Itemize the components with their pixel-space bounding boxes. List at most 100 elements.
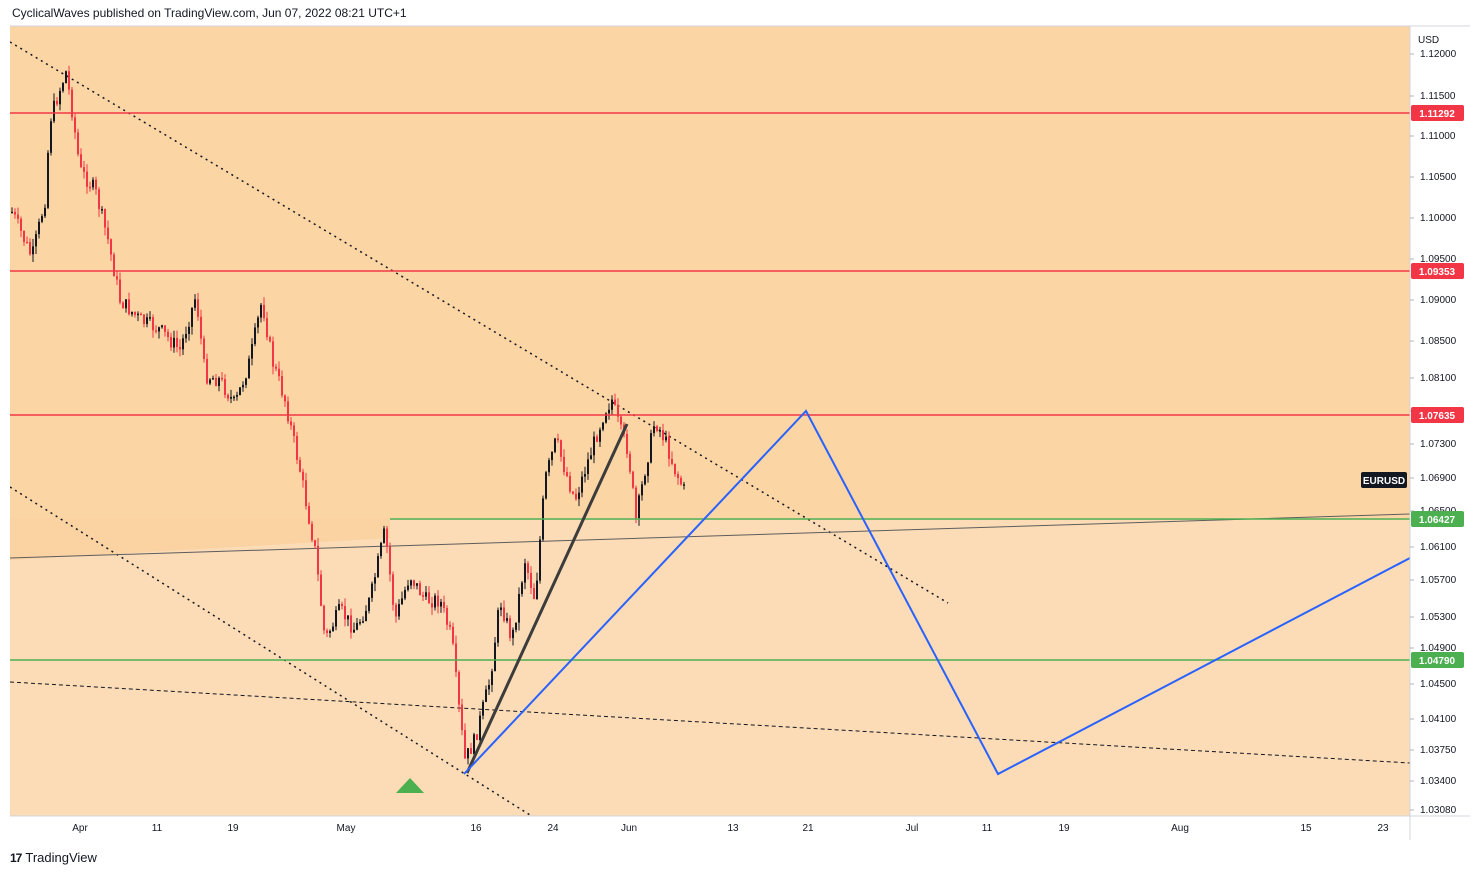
candle-body	[497, 610, 499, 643]
candle-body	[641, 484, 643, 496]
candle-body	[287, 401, 289, 422]
candle-body	[407, 585, 409, 590]
candle-body	[44, 207, 46, 217]
price-level-badge	[1411, 263, 1464, 279]
y-tick-label: 1.12000	[1420, 49, 1457, 60]
candle-body	[257, 317, 259, 328]
rising-trend-line[interactable]	[10, 513, 1410, 559]
candle-body	[548, 460, 550, 473]
candle-body	[590, 455, 592, 460]
candle-body	[167, 331, 169, 338]
candle-body	[179, 346, 181, 350]
candle-body	[608, 409, 610, 414]
candle-body	[578, 492, 580, 500]
brand-name: TradingView	[25, 850, 97, 865]
time-axis[interactable]: Apr 11 19 May 16 24 Jun 13 21 Jul 11 19 Aug 15 23	[72, 823, 1389, 834]
candle-body	[284, 395, 286, 402]
price-axis[interactable]: 1.12000 1.11500 1.11000 1.10500 1.10000 1.095…	[1410, 49, 1457, 816]
candle-body	[272, 341, 274, 367]
candle-body	[17, 214, 19, 219]
candle-body	[341, 604, 343, 607]
candle-body	[677, 474, 679, 478]
candle-body	[320, 574, 322, 606]
candle-body	[239, 387, 241, 396]
candle-body	[452, 626, 454, 644]
candle-body	[212, 378, 214, 380]
candle-body	[575, 493, 577, 500]
candle-body	[32, 246, 34, 255]
candle-body	[86, 171, 88, 187]
y-tick-label: 1.04100	[1420, 714, 1457, 725]
candle-body	[344, 606, 346, 620]
y-tick-label: 1.05300	[1420, 612, 1457, 623]
candle-body	[173, 337, 175, 348]
candle-body	[155, 330, 157, 332]
candle-body	[413, 580, 415, 586]
candle-body	[305, 480, 307, 507]
candle-body	[71, 89, 73, 118]
candle-body	[473, 734, 475, 754]
y-tick-label: 1.08500	[1420, 336, 1457, 347]
candle-body	[335, 610, 337, 627]
candle-body	[419, 583, 421, 596]
candle-body	[440, 601, 442, 607]
candle-body	[614, 399, 616, 405]
candle-body	[218, 377, 220, 387]
candle-body	[35, 234, 37, 247]
candle-body	[398, 604, 400, 617]
candle-body	[551, 451, 553, 461]
candle-body	[29, 242, 31, 255]
candle-body	[77, 132, 79, 155]
candle-body	[263, 304, 265, 319]
candle-body	[206, 358, 208, 384]
y-tick-label: 1.11500	[1420, 91, 1456, 102]
candle-body	[629, 453, 631, 472]
candle-body	[152, 317, 154, 331]
candle-body	[134, 311, 136, 315]
candle-body	[428, 592, 430, 604]
candle-body	[371, 583, 373, 598]
candle-body	[443, 601, 445, 609]
candle-body	[170, 337, 172, 348]
tradingview-footer[interactable]: 17 TradingView	[10, 850, 97, 865]
y-tick-label: 1.09500	[1420, 254, 1457, 265]
candle-body	[143, 314, 145, 324]
candle-body	[674, 463, 676, 475]
candle-body	[605, 413, 607, 423]
candle-body	[26, 241, 28, 244]
candle-body	[599, 429, 601, 442]
candle-body	[329, 631, 331, 633]
candle-body	[350, 615, 352, 633]
candle-body	[176, 337, 178, 347]
candle-body	[227, 394, 229, 399]
descending-channel-upper-line[interactable]	[10, 41, 949, 604]
y-tick-label: 1.03080	[1420, 805, 1457, 816]
candle-body	[662, 430, 664, 441]
candle-body	[107, 227, 109, 240]
price-level-badge	[1411, 652, 1464, 668]
projected-path-line[interactable]	[463, 409, 1410, 776]
candle-body	[620, 416, 622, 425]
candle-body	[236, 395, 238, 397]
candle-body	[128, 299, 130, 315]
candle-body	[110, 239, 112, 255]
x-tick-label: 11	[982, 823, 993, 834]
candle-body	[323, 605, 325, 631]
candle-body	[161, 325, 163, 328]
candle-body	[683, 484, 685, 486]
candle-body	[668, 436, 670, 459]
candle-body	[251, 344, 253, 359]
candle-body	[539, 539, 541, 581]
candle-body	[188, 326, 190, 334]
x-tick-label: 11	[152, 823, 163, 834]
price-level-badge	[1411, 511, 1464, 527]
candle-body	[14, 211, 16, 215]
impulse-wave-line[interactable]	[465, 423, 629, 774]
descending-channel-lower-line[interactable]	[10, 486, 531, 816]
candle-body	[491, 671, 493, 686]
candle-body	[515, 622, 517, 630]
dashed-trend-line[interactable]	[10, 681, 1410, 764]
price-level-badge	[1411, 407, 1464, 423]
candle-body	[98, 189, 100, 210]
